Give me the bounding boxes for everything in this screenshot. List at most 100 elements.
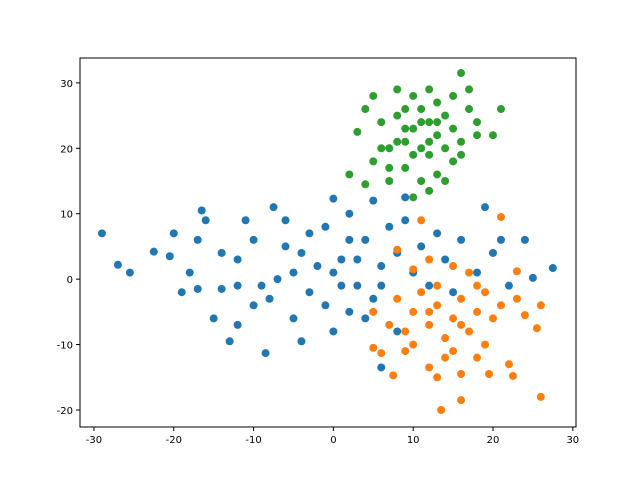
scatter-point [425,118,434,127]
scatter-point [425,186,434,195]
scatter-point [329,268,338,277]
scatter-point [433,118,442,127]
scatter-point [473,353,482,362]
scatter-point [417,144,426,153]
scatter-point [233,255,242,264]
scatter-point [409,91,418,100]
scatter-point [393,85,402,94]
scatter-point [485,370,494,379]
scatter-point [409,307,418,316]
scatter-point [185,268,194,277]
scatter-point [329,327,338,336]
scatter-point [508,371,517,380]
scatter-point [209,314,218,323]
scatter-point [457,137,466,146]
scatter-point [289,268,298,277]
scatter-point [233,320,242,329]
scatter-point [401,163,410,172]
scatter-point [441,177,450,185]
scatter-point [449,124,458,133]
scatter-point [433,229,442,238]
scatter-point [457,235,466,244]
scatter-point [125,268,134,277]
scatter-point [393,327,402,336]
scatter-point [401,124,410,133]
scatter-point [377,281,386,290]
scatter-point [465,105,474,114]
x-tick-label: 20 [487,435,500,446]
scatter-point [512,294,521,303]
scatter-point [409,193,418,202]
scatter-point [169,229,178,238]
scatter-point [536,392,545,401]
scatter-point [409,340,418,349]
scatter-point [193,284,202,293]
y-tick-label: 20 [60,144,73,155]
scatter-point [425,307,434,316]
scatter-point [225,337,234,346]
scatter-point [385,163,394,172]
scatter-point [489,314,498,323]
scatter-point [297,337,306,346]
scatter-point [337,281,346,290]
scatter-point [281,242,290,251]
scatter-point [449,91,458,100]
scatter-point [441,334,450,343]
scatter-point [409,124,418,133]
scatter-point [345,209,354,218]
scatter-point [389,371,398,380]
scatter-point [425,320,434,329]
scatter-point [281,216,290,225]
scatter-point [457,320,466,329]
scatter-point [261,349,270,358]
scatter-point [433,98,442,107]
scatter-point [481,288,490,297]
scatter-point [457,150,466,159]
scatter-point [401,105,410,114]
scatter-point [457,396,466,405]
scatter-point [425,281,434,290]
scatter-point [385,320,394,329]
scatter-point [345,307,354,316]
scatter-point [425,255,434,264]
y-tick-label: -20 [57,406,73,417]
x-tick-label: 10 [407,435,420,446]
scatter-point [401,193,410,202]
scatter-point [321,301,330,310]
scatter-point [520,311,529,320]
scatter-point [441,353,450,362]
x-tick-label: 0 [330,435,336,446]
scatter-point [457,69,466,78]
scatter-point [193,235,202,244]
scatter-point [393,294,402,303]
scatter-point [409,150,418,159]
scatter-point [473,307,482,316]
scatter-point [465,85,474,94]
scatter-point [465,327,474,336]
scatter-point [401,137,410,146]
scatter-point [385,222,394,231]
scatter-point [441,111,450,120]
scatter-point [425,150,434,159]
scatter-point [313,262,322,271]
scatter-point [241,216,250,225]
scatter-point [113,260,122,269]
scatter-point [385,177,394,185]
scatter-point [149,247,158,256]
scatter-point [441,144,450,153]
scatter-point [369,91,378,100]
scatter-point [385,144,394,153]
scatter-point [265,294,274,303]
scatter-point [417,105,426,114]
scatter-point [449,314,458,323]
scatter-point [504,360,513,369]
plot-frame [79,57,577,428]
scatter-point [369,343,378,352]
scatter-point [481,340,490,349]
scatter-point [504,281,513,290]
scatter-point [425,137,434,146]
scatter-point [377,349,386,358]
scatter-point [532,324,541,333]
scatter-point [457,370,466,379]
